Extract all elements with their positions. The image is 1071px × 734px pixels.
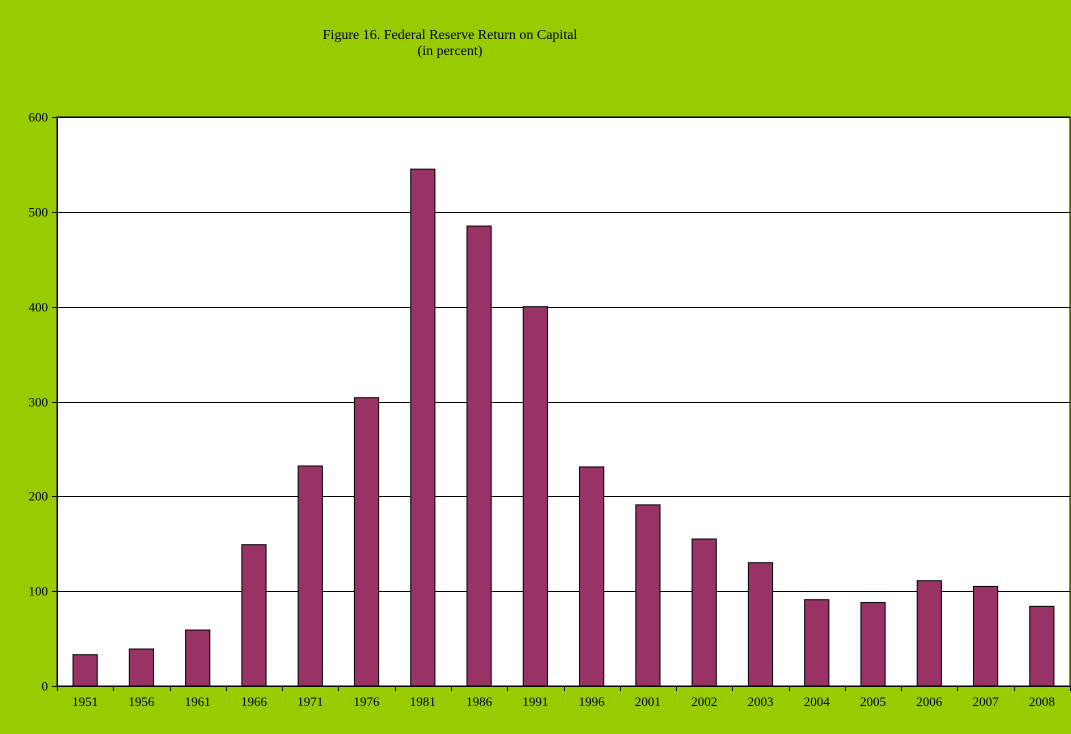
y-tick-label: 200 (29, 489, 49, 504)
bar (354, 398, 378, 686)
x-tick-label: 2004 (804, 694, 831, 709)
y-tick-label: 100 (29, 584, 49, 599)
bar (186, 630, 210, 686)
bar (636, 505, 660, 686)
bar (242, 545, 266, 686)
x-tick-label: 1981 (410, 694, 436, 709)
y-tick-label: 400 (29, 300, 49, 315)
bar (580, 467, 604, 686)
bar (411, 169, 435, 686)
x-tick-label: 2002 (691, 694, 717, 709)
x-tick-label: 1961 (185, 694, 211, 709)
x-tick-label: 2001 (635, 694, 661, 709)
bar (73, 655, 97, 686)
x-tick-label: 1971 (297, 694, 323, 709)
bar (861, 603, 885, 686)
bar (467, 226, 491, 686)
x-tick-label: 1951 (72, 694, 98, 709)
bar (523, 307, 547, 686)
x-tick-label: 2008 (1029, 694, 1055, 709)
x-tick-label: 2003 (747, 694, 773, 709)
x-tick-label: 1991 (522, 694, 548, 709)
bar (1030, 606, 1054, 686)
x-tick-label: 1996 (579, 694, 606, 709)
bar (748, 563, 772, 686)
bar (129, 649, 153, 686)
x-tick-label: 2006 (916, 694, 943, 709)
x-tick-label: 1956 (128, 694, 155, 709)
y-tick-label: 300 (29, 395, 49, 410)
bar (692, 539, 716, 686)
x-tick-label: 2005 (860, 694, 886, 709)
x-tick-label: 1976 (354, 694, 381, 709)
x-tick-label: 2007 (973, 694, 1000, 709)
x-tick-label: 1966 (241, 694, 268, 709)
y-tick-label: 500 (29, 205, 49, 220)
bar (973, 586, 997, 686)
y-tick-label: 0 (42, 679, 49, 694)
bar (805, 600, 829, 686)
bar (917, 581, 941, 686)
y-tick-label: 600 (29, 110, 49, 125)
bar (298, 466, 322, 686)
x-tick-label: 1986 (466, 694, 493, 709)
